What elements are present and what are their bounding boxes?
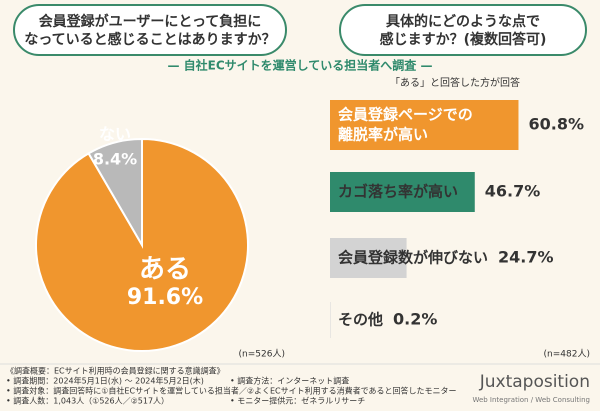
bar [330, 172, 475, 212]
slice-label: ない [99, 125, 131, 144]
chart-title: 会員登録がユーザーにとって負担に [39, 13, 262, 30]
footer-item: • 調査期間：2024年5月1日(水) ～ 2024年5月2日(木) [6, 376, 204, 386]
footer-item: • モニター提供元：ゼネラルリサーチ [230, 396, 365, 406]
chart-title: 具体的にどのような点で [385, 13, 540, 30]
category-label: 会員登録数が伸びない [338, 249, 488, 267]
footer-title: 《調査概要：ECサイト利用時の会員登録に関する意識調査》 [6, 366, 225, 376]
category-label: その他 [338, 311, 383, 329]
category-label: 会員登録ページでの [338, 106, 473, 124]
bar [330, 238, 407, 278]
category-label: カゴ落ち率が高い [338, 183, 458, 201]
note: (n=482人) [544, 349, 590, 360]
value-label: 24.7% [498, 248, 554, 267]
title-box [339, 4, 587, 56]
value-label: 60.8% [528, 115, 584, 134]
footer-item: • 調査対象：調査回答時に①自社ECサイトを運営している担当者／②よくECサイト… [6, 386, 457, 396]
value-label: 0.2% [393, 310, 437, 329]
bar [330, 100, 519, 150]
pie-slice [87, 137, 143, 249]
value-label: 46.7% [485, 182, 541, 201]
subtitle: — 自社ECサイトを運営している担当者へ調査 — [167, 58, 432, 73]
chart-title: 感じますか？(複数回答可) [380, 31, 547, 48]
value-label: 8.4% [93, 150, 137, 169]
bar [330, 302, 331, 338]
logo-tagline: Web Integration / Web Consulting [472, 396, 590, 404]
slice-label: ある [139, 255, 191, 285]
category-label: 離脱率が高い [338, 126, 428, 144]
chart-title: なっていると感じることはありますか？ [24, 31, 275, 48]
note: (n=526人) [239, 349, 285, 360]
value-label: 91.6% [127, 285, 203, 310]
logo: Juxtaposition [479, 372, 590, 392]
subtitle: 「ある」と回答した方が回答 [390, 76, 520, 89]
footer-item: • 調査方法：インターネット調査 [230, 376, 349, 386]
footer-item: • 調査人数：1,043人（①526人／②517人） [6, 396, 169, 406]
title-box [13, 4, 287, 56]
